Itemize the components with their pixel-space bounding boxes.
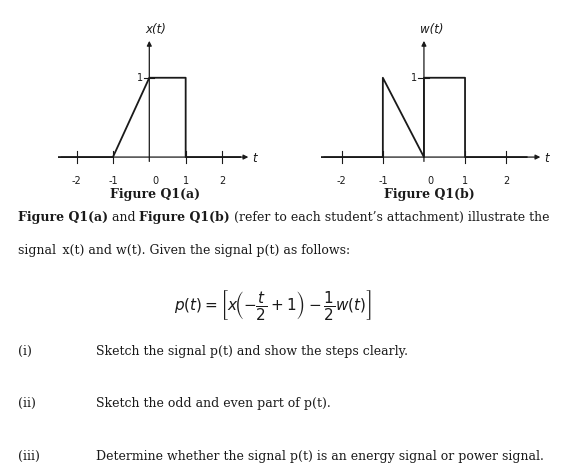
Text: 1: 1: [183, 176, 189, 186]
Text: 0: 0: [152, 176, 158, 186]
Text: Determine whether the signal p(t) is an energy signal or power signal.: Determine whether the signal p(t) is an …: [96, 450, 544, 463]
Text: and: and: [107, 211, 139, 224]
Text: Sketch the signal p(t) and show the steps clearly.: Sketch the signal p(t) and show the step…: [96, 345, 408, 358]
Text: -1: -1: [378, 176, 388, 186]
Text: 1: 1: [411, 73, 418, 83]
Text: -2: -2: [72, 176, 81, 186]
Text: t: t: [252, 152, 257, 166]
Text: Figure Q1(a): Figure Q1(a): [110, 188, 200, 201]
Text: (iii): (iii): [18, 450, 39, 463]
Text: (i): (i): [18, 345, 32, 358]
Text: signal  x(t) and w(t). Given the signal p(t) as follows:: signal x(t) and w(t). Given the signal p…: [18, 244, 350, 257]
Text: 2: 2: [503, 176, 509, 186]
Text: -2: -2: [337, 176, 347, 186]
Text: 0: 0: [427, 176, 433, 186]
Text: Sketch the odd and even part of p(t).: Sketch the odd and even part of p(t).: [96, 397, 331, 410]
Text: t: t: [544, 152, 549, 166]
Text: w(t): w(t): [419, 23, 443, 36]
Text: Figure Q1(b): Figure Q1(b): [139, 211, 230, 224]
Text: -1: -1: [108, 176, 118, 186]
Text: 1: 1: [462, 176, 468, 186]
Text: x(t): x(t): [145, 23, 166, 36]
Text: (ii): (ii): [18, 397, 36, 410]
Text: 2: 2: [219, 176, 225, 186]
Text: 1: 1: [137, 73, 144, 83]
Text: Figure Q1(b): Figure Q1(b): [384, 188, 475, 201]
Text: $p(t) = \left[x\!\left(-\dfrac{t}{2}+1\right)-\dfrac{1}{2}w(t)\right]$: $p(t) = \left[x\!\left(-\dfrac{t}{2}+1\r…: [175, 288, 373, 322]
Text: Figure Q1(a): Figure Q1(a): [18, 211, 107, 224]
Text: (refer to each student’s attachment) illustrate the: (refer to each student’s attachment) ill…: [230, 211, 550, 224]
